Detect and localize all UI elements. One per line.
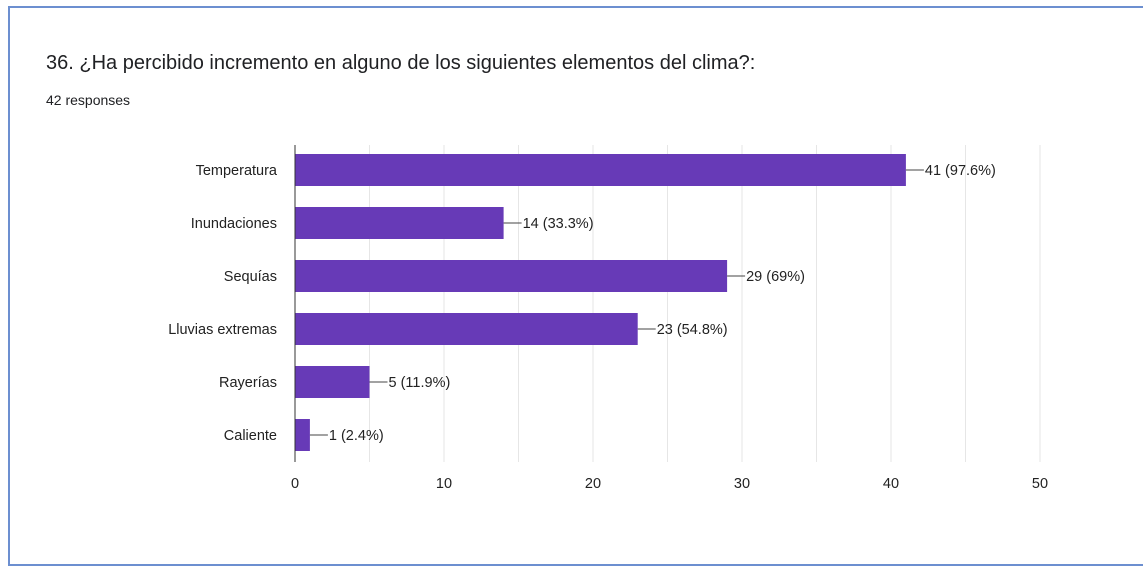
- data-label: 14 (33.3%): [523, 216, 594, 232]
- data-label: 29 (69%): [746, 269, 805, 285]
- category-label: Temperatura: [196, 163, 278, 179]
- response-count: 42 responses: [46, 92, 131, 108]
- category-label: Inundaciones: [191, 216, 277, 232]
- bar: [295, 419, 310, 451]
- data-label: 1 (2.4%): [329, 428, 384, 444]
- category-labels: Temperatura Inundaciones Sequías Lluvias ex…: [168, 163, 278, 444]
- x-tick-label: 30: [734, 476, 750, 492]
- data-label: 41 (97.6%): [925, 163, 996, 179]
- data-label: 5 (11.9%): [389, 375, 451, 391]
- bar: [295, 207, 504, 239]
- x-tick-label: 0: [291, 476, 299, 492]
- bars: 41 (97.6%) 14 (33.3%) 29 (69%) 23 (54.8%) 5 …: [295, 154, 996, 451]
- bar: [295, 366, 370, 398]
- data-label: 23 (54.8%): [657, 322, 728, 338]
- category-label: Rayerías: [219, 375, 277, 391]
- bar: [295, 313, 638, 345]
- x-tick-label: 50: [1032, 476, 1048, 492]
- x-tick-label: 10: [436, 476, 452, 492]
- x-tick-label: 20: [585, 476, 601, 492]
- x-axis-ticks: 0 10 20 30 40 50: [291, 476, 1048, 492]
- bar: [295, 260, 728, 292]
- question-title: 36. ¿Ha percibido incremento en alguno d…: [46, 52, 756, 74]
- category-label: Lluvias extremas: [168, 322, 277, 338]
- bar: [295, 154, 906, 186]
- grid-lines: [369, 145, 1041, 462]
- x-tick-label: 40: [883, 476, 899, 492]
- category-label: Caliente: [224, 428, 277, 444]
- bar-chart: 41 (97.6%) 14 (33.3%) 29 (69%) 23 (54.8%) 5 …: [168, 145, 1048, 492]
- category-label: Sequías: [224, 269, 277, 285]
